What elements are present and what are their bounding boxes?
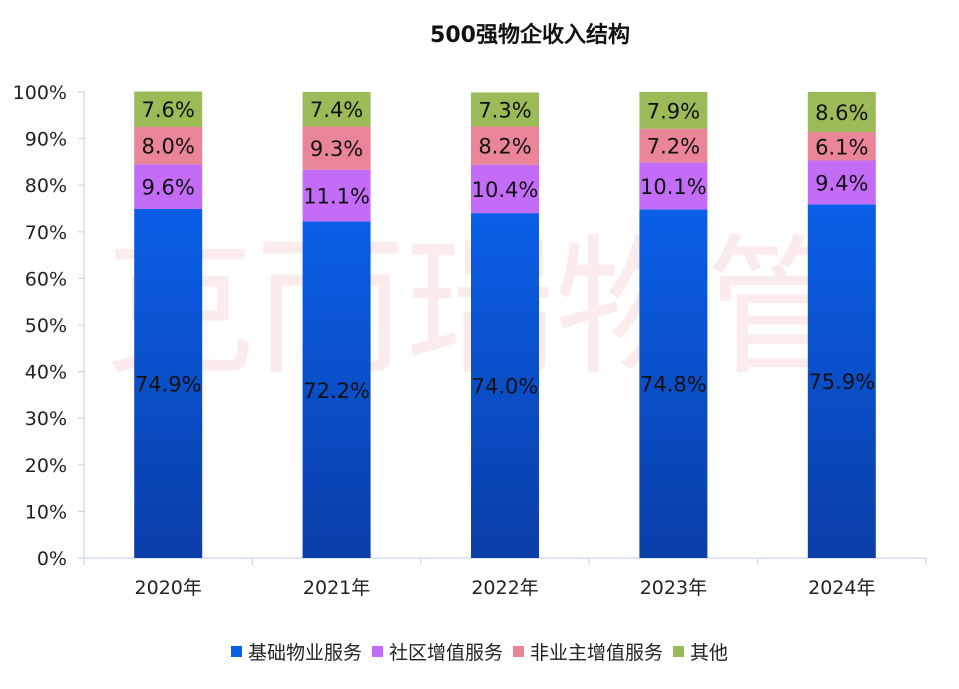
data-label: 8.0%: [142, 135, 195, 159]
bar-segment: [302, 221, 371, 558]
y-tick-label: 50%: [25, 315, 67, 337]
bar-segment: [302, 126, 371, 170]
bar-segment: [134, 91, 203, 127]
data-label: 10.1%: [640, 175, 707, 199]
y-tick-label: 70%: [25, 222, 67, 244]
bar-stack: 74.0% 10.4% 8.2% 7.3%: [471, 92, 539, 558]
legend-item: 基础物业服务: [231, 642, 362, 664]
legend-label: 基础物业服务: [248, 642, 362, 664]
chart-title: 500强物企收入结构: [430, 22, 630, 48]
y-tick-label: 100%: [13, 82, 67, 104]
bar-segment: [807, 92, 876, 133]
y-tick-label: 10%: [25, 501, 67, 523]
bar-segment: [807, 204, 876, 558]
x-tick-label: 2024年: [808, 577, 875, 599]
bar-segment: [471, 126, 539, 165]
y-tick-label: 0%: [37, 548, 67, 570]
bar-segment: [302, 92, 371, 127]
legend-swatch: [513, 646, 524, 657]
bar-segment: [302, 169, 371, 222]
y-tick-label: 80%: [25, 175, 67, 197]
data-label: 9.3%: [310, 137, 363, 161]
bar-stack: 75.9% 9.4% 6.1% 8.6%: [807, 92, 876, 558]
y-tick-label: 60%: [25, 268, 67, 290]
y-axis: 0% 10% 20% 30% 40% 50% 60% 70% 80% 90% 100%: [13, 82, 85, 570]
data-label: 7.3%: [478, 98, 531, 122]
bar-stack: 74.9% 9.6% 8.0% 7.6%: [134, 91, 203, 558]
y-tick-label: 90%: [25, 129, 67, 151]
x-axis: 2020年 2021年 2022年 2023年 2024年: [83, 557, 927, 599]
data-label: 7.4%: [310, 98, 363, 122]
data-label: 74.9%: [135, 372, 202, 396]
legend-item: 非业主增值服务: [513, 642, 663, 664]
data-label: 75.9%: [808, 370, 875, 394]
bar-segment: [639, 162, 708, 210]
bars: 74.9% 9.6% 8.0% 7.6% 72.2% 11.1% 9.3% 7.4% 74.0%…: [134, 91, 876, 558]
data-label: 9.4%: [815, 171, 868, 195]
legend-swatch: [372, 646, 383, 657]
legend-swatch: [673, 646, 684, 657]
data-label: 8.2%: [478, 135, 531, 159]
bar-segment: [471, 164, 539, 214]
data-label: 7.6%: [142, 98, 195, 122]
data-label: 74.0%: [472, 375, 539, 399]
bar-segment: [471, 92, 539, 127]
legend-label: 非业主增值服务: [530, 642, 663, 664]
bar-segment: [134, 164, 203, 209]
legend-label: 社区增值服务: [389, 642, 503, 664]
bar-segment: [134, 126, 203, 165]
data-label: 11.1%: [303, 185, 370, 209]
legend-label: 其他: [690, 642, 728, 664]
y-tick-label: 40%: [25, 362, 67, 384]
legend-swatch: [231, 646, 242, 657]
y-tick-label: 30%: [25, 408, 67, 430]
x-tick-label: 2020年: [135, 577, 202, 599]
y-tick-label: 20%: [25, 455, 67, 477]
bar-segment: [134, 208, 203, 558]
bar-segment: [807, 160, 876, 205]
legend: 基础物业服务 社区增值服务 非业主增值服务 其他: [231, 642, 728, 664]
x-tick-label: 2022年: [471, 577, 538, 599]
data-label: 8.6%: [815, 101, 868, 125]
bar-segment: [639, 92, 708, 129]
data-label: 9.6%: [142, 176, 195, 200]
x-tick-label: 2023年: [640, 577, 707, 599]
x-tick-label: 2021年: [303, 577, 370, 599]
data-label: 7.2%: [647, 135, 700, 159]
bar-segment: [471, 213, 539, 558]
bar-segment: [639, 128, 708, 163]
data-label: 7.9%: [647, 99, 700, 123]
bar-stack: 74.8% 10.1% 7.2% 7.9%: [639, 92, 708, 558]
bar-segment: [807, 132, 876, 161]
data-label: 10.4%: [472, 178, 539, 202]
data-label: 72.2%: [303, 379, 370, 403]
data-label: 74.8%: [640, 373, 707, 397]
bar-segment: [639, 209, 708, 558]
data-label: 6.1%: [815, 135, 868, 159]
bar-stack: 72.2% 11.1% 9.3% 7.4%: [302, 92, 371, 558]
legend-item: 其他: [673, 642, 728, 664]
legend-item: 社区增值服务: [372, 642, 503, 664]
